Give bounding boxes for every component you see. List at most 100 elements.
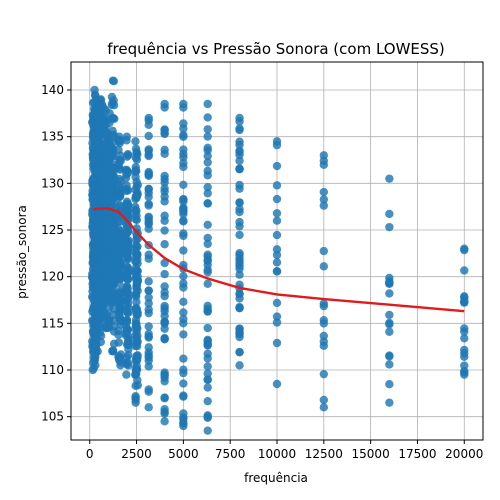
scatter-point [460,324,469,333]
scatter-point [179,379,188,388]
scatter-point [109,96,118,105]
scatter-point [131,215,140,224]
scatter-point [203,233,212,243]
y-axis-label: pressão_sonora [15,205,29,299]
scatter-point [114,181,124,190]
scatter-point [109,114,118,123]
scatter-point [385,310,394,320]
x-tick-label: 20000 [445,447,483,461]
scatter-point [179,297,188,307]
scatter-point [124,151,133,160]
scatter-point [114,326,123,336]
y-tick-label: 130 [41,176,64,190]
scatter-point [235,164,244,173]
scatter-point [179,271,188,281]
scatter-point [160,269,169,279]
scatter-point [132,353,141,362]
scatter-point [144,254,153,263]
scatter-point [203,189,212,198]
scatter-point [160,240,169,249]
scatter-point [132,333,141,343]
scatter-point [272,230,282,240]
scatter-point [203,306,212,316]
scatter-point [235,117,244,126]
scatter-point [144,201,153,210]
x-tick-label: 15000 [352,447,390,461]
scatter-point [179,279,188,288]
scatter-point [121,322,131,331]
scatter-point [272,161,282,171]
scatter-point [272,216,282,225]
scatter-point [203,151,212,161]
scatter-point [144,353,153,362]
scatter-point [144,308,153,318]
scatter-point [122,370,131,379]
scatter-point [91,344,101,354]
scatter-point [272,379,282,389]
scatter-point [385,351,394,360]
scatter-point [179,207,188,216]
scatter-point [131,240,141,250]
scatter-point [235,140,244,150]
scatter-point [235,270,244,279]
scatter-point [122,181,131,190]
scatter-point [179,308,188,317]
x-tick-label: 17500 [398,447,436,461]
scatter-point [385,327,394,336]
scatter-point [131,264,140,273]
scatter-point [108,151,117,161]
scatter-point [144,120,153,130]
scatter-point [179,180,188,189]
scatter-point [460,361,469,370]
scatter-point [144,218,153,227]
scatter-point [123,282,132,291]
scatter-point [160,393,169,402]
scatter-point [122,301,132,310]
scatter-point [460,297,469,307]
scatter-point [319,369,329,379]
scatter-point [179,119,188,128]
scatter-point [123,199,133,209]
scatter-point [235,361,244,370]
scatter-point [272,298,282,308]
scatter-point [203,220,212,230]
x-tick-label: 5000 [168,447,199,461]
scatter-point [114,145,123,155]
scatter-point [160,417,169,426]
scatter-point [144,212,153,221]
scatter-point [319,299,329,308]
scatter-point [122,291,131,300]
scatter-point [460,368,469,377]
scatter-point [131,381,140,391]
scatter-point [115,191,125,201]
scatter-point [144,151,153,161]
scatter-point [115,300,124,309]
scatter-point [203,323,212,333]
scatter-point [203,158,212,167]
scatter-point [179,132,188,141]
scatter-point [203,143,212,153]
scatter-point [460,245,469,255]
y-tick-label: 140 [41,83,64,97]
x-tick-label: 2500 [121,447,152,461]
lowess-line [93,207,465,313]
scatter-point [272,267,282,276]
scatter-point [272,209,282,218]
scatter-point [144,170,153,179]
scatter-point [144,403,153,412]
scatter-point [133,255,142,264]
scatter-point [160,288,169,297]
scatter-point [319,160,329,170]
scatter-point [272,318,282,327]
scatter-point [203,99,212,109]
scatter-point [144,322,153,331]
scatter-point [131,153,141,163]
scatter-point [160,282,169,291]
y-tick-label: 120 [41,270,64,284]
scatter-point [235,125,244,135]
scatter-point [179,149,188,159]
scatter-point [272,181,282,190]
scatter-point [160,377,169,386]
scatter-point [179,354,188,363]
